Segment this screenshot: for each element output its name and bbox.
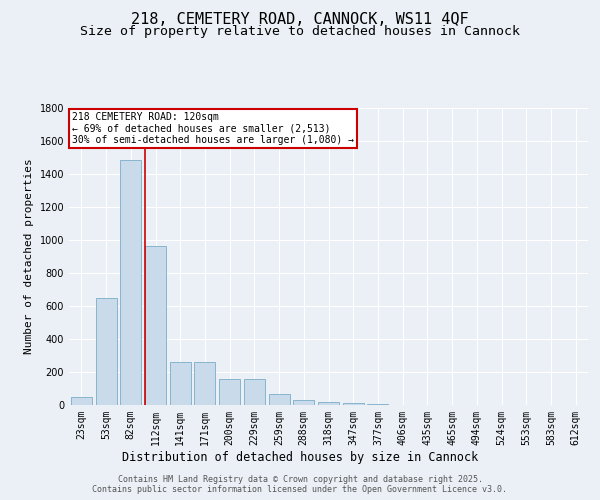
Bar xyxy=(95,298,116,405)
Bar xyxy=(170,362,191,405)
Bar xyxy=(343,404,364,405)
Bar xyxy=(367,404,388,405)
Text: Size of property relative to detached houses in Cannock: Size of property relative to detached ho… xyxy=(80,25,520,38)
Bar xyxy=(269,394,290,405)
Bar xyxy=(219,378,240,405)
Text: Distribution of detached houses by size in Cannock: Distribution of detached houses by size … xyxy=(122,451,478,464)
Text: 218, CEMETERY ROAD, CANNOCK, WS11 4QF: 218, CEMETERY ROAD, CANNOCK, WS11 4QF xyxy=(131,12,469,28)
Bar xyxy=(244,378,265,405)
Bar xyxy=(194,362,215,405)
Bar xyxy=(293,400,314,405)
Bar xyxy=(120,160,141,405)
Text: Contains HM Land Registry data © Crown copyright and database right 2025.
Contai: Contains HM Land Registry data © Crown c… xyxy=(92,474,508,494)
Bar xyxy=(145,246,166,405)
Y-axis label: Number of detached properties: Number of detached properties xyxy=(24,158,34,354)
Bar xyxy=(318,402,339,405)
Text: 218 CEMETERY ROAD: 120sqm
← 69% of detached houses are smaller (2,513)
30% of se: 218 CEMETERY ROAD: 120sqm ← 69% of detac… xyxy=(71,112,353,145)
Bar xyxy=(71,396,92,405)
